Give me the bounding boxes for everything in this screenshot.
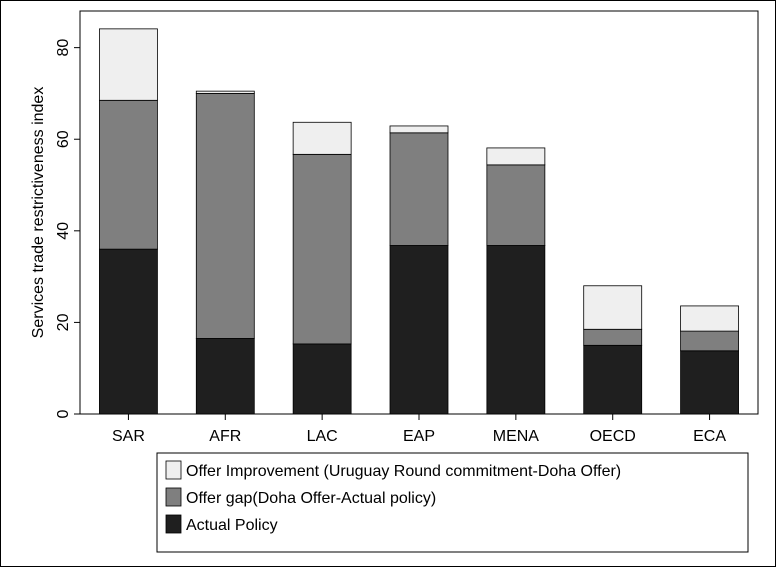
x-tick-label-eap: EAP	[403, 428, 435, 445]
bar-afr-series-2	[195, 90, 255, 94]
x-axis: SAR AFR LAC EAP MENA OECD ECA	[112, 414, 726, 445]
bar-lac-series-0	[292, 343, 352, 415]
bar-eca-series-2	[680, 305, 739, 332]
bar-eap-series-0	[389, 245, 449, 415]
bar-sar-series-1	[99, 99, 158, 250]
y-tick-label: 80	[55, 39, 72, 57]
legend-swatch-1	[165, 487, 182, 507]
legend-label-0: Offer Improvement (Uruguay Round commitm…	[186, 463, 621, 480]
y-tick-label: 0	[55, 409, 72, 418]
bar-oecd-series-0	[583, 344, 643, 415]
legend-swatch-0	[165, 460, 182, 480]
bar-lac-series-1	[292, 153, 352, 345]
bars-group	[99, 28, 739, 415]
y-tick-label: 40	[55, 222, 72, 240]
bar-afr-series-1	[195, 93, 255, 339]
y-tick-label: 60	[55, 130, 72, 148]
y-tick-label: 20	[55, 313, 72, 331]
x-tick-label-mena: MENA	[493, 428, 540, 445]
x-tick-label-sar: SAR	[112, 428, 145, 445]
bar-eap-series-2	[389, 125, 449, 134]
legend: Offer Improvement (Uruguay Round commitm…	[156, 452, 749, 553]
bar-afr-series-0	[195, 338, 255, 415]
bar-lac-series-2	[292, 121, 352, 155]
bar-sar-series-2	[99, 28, 158, 101]
y-axis: 0 20 40 60 80	[55, 39, 80, 418]
bar-oecd-series-1	[583, 328, 643, 346]
bar-eca-series-1	[680, 330, 739, 352]
bar-mena-series-1	[486, 164, 546, 246]
bar-mena-series-2	[486, 147, 546, 166]
bar-eap-series-1	[389, 132, 449, 246]
legend-label-2: Actual Policy	[186, 517, 278, 534]
x-tick-label-eca: ECA	[693, 428, 726, 445]
bar-oecd-series-2	[583, 285, 643, 330]
y-axis-title: Services trade restrictiveness index	[30, 87, 47, 339]
legend-box	[156, 452, 749, 553]
x-tick-label-afr: AFR	[209, 428, 241, 445]
x-tick-label-oecd: OECD	[590, 428, 636, 445]
x-tick-label-lac: LAC	[307, 428, 338, 445]
bar-mena-series-0	[486, 245, 546, 415]
bar-sar-series-0	[99, 248, 158, 415]
legend-swatch-2	[165, 514, 182, 534]
bar-eca-series-0	[680, 350, 739, 415]
legend-label-1: Offer gap(Doha Offer-Actual policy)	[186, 490, 436, 507]
